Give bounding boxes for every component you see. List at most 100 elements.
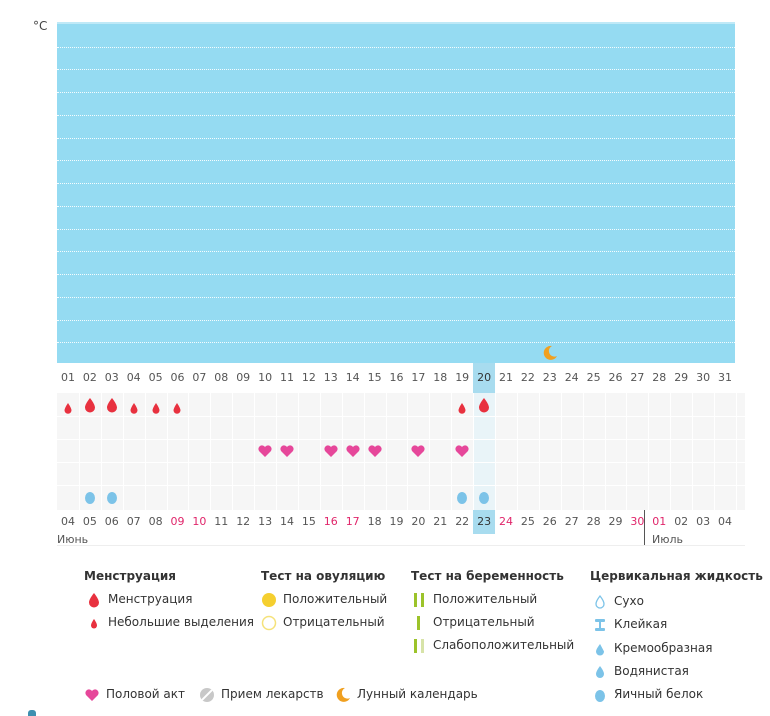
calendar-date-label[interactable]: 10 [192,515,207,528]
light-bleeding-drop-icon[interactable] [62,399,74,418]
grid-column-line [495,393,496,510]
calendar-date-label[interactable]: 09 [170,515,185,528]
cycle-day-label[interactable]: 19 [455,371,470,384]
grid-column-line [210,393,212,510]
cycle-day-label[interactable]: 24 [564,371,579,384]
footer-edge [28,710,36,716]
light-bleeding-drop-icon[interactable] [128,399,140,418]
light-bleeding-drop-icon[interactable] [456,399,468,418]
calendar-date-label[interactable]: 05 [82,515,97,528]
month-divider [644,510,645,546]
cycle-day-label[interactable]: 14 [345,371,360,384]
calendar-date-label[interactable]: 15 [301,515,316,528]
grid-column-line [297,393,299,510]
cycle-day-label[interactable]: 28 [652,371,667,384]
intercourse-heart-icon[interactable] [345,443,361,463]
calendar-date-label[interactable]: 21 [433,515,448,528]
menstruation-drop-icon[interactable] [104,397,120,417]
cycle-day-label[interactable]: 01 [61,371,75,384]
light-bleeding-drop-icon[interactable] [150,399,162,418]
intercourse-heart-icon[interactable] [454,443,470,463]
cycle-day-label[interactable]: 20 [473,363,496,393]
cycle-day-label[interactable]: 26 [608,371,623,384]
calendar-date-label[interactable]: 14 [280,515,294,528]
month-label-start: Июнь [57,533,89,546]
cycle-day-label[interactable]: 13 [323,371,338,384]
cycle-day-label[interactable]: 04 [126,371,141,384]
cycle-day-label[interactable]: 18 [433,371,448,384]
grid-row-line [57,439,745,440]
cycle-day-label[interactable]: 27 [630,371,645,384]
cycle-day-label[interactable]: 23 [542,371,557,384]
menstruation-drop-icon[interactable] [476,397,492,417]
intercourse-heart-icon[interactable] [323,443,339,463]
cervical-egg-white-icon[interactable] [82,489,98,509]
cycle-day-label[interactable]: 11 [280,371,294,384]
calendar-date-label[interactable]: 07 [126,515,141,528]
intercourse-heart-icon[interactable] [257,443,273,463]
cervical-egg-white-icon[interactable] [454,489,470,509]
calendar-date-label[interactable]: 30 [630,515,645,528]
calendar-date-label[interactable]: 26 [542,515,557,528]
grid-column-line [429,393,431,510]
calendar-date-label[interactable]: 23 [473,510,496,534]
intercourse-heart-icon[interactable] [410,443,426,463]
calendar-date-label[interactable]: 16 [323,515,338,528]
cycle-day-label[interactable]: 10 [258,371,273,384]
grid-column-line [407,393,409,510]
calendar-date-label[interactable]: 04 [61,515,75,528]
calendar-date-label[interactable]: 27 [564,515,579,528]
cycle-day-label[interactable]: 29 [674,371,689,384]
month-label-next: Июль [652,533,684,546]
axis-bottom-divider [57,545,745,546]
calendar-date-label[interactable]: 18 [367,515,382,528]
cycle-day-label[interactable]: 07 [192,371,207,384]
cycle-day-label[interactable]: 22 [520,371,535,384]
yellow-circle-icon [261,592,277,608]
calendar-date-label[interactable]: 06 [104,515,119,528]
cycle-day-label[interactable]: 21 [499,371,513,384]
menstruation-drop-icon[interactable] [82,397,98,417]
cycle-day-label[interactable]: 25 [586,371,601,384]
calendar-date-label[interactable]: 04 [718,515,732,528]
cycle-day-label[interactable]: 05 [148,371,163,384]
cycle-day-label[interactable]: 12 [301,371,316,384]
cycle-day-label[interactable]: 06 [170,371,185,384]
cycle-day-label[interactable]: 09 [236,371,251,384]
calendar-date-label[interactable]: 01 [652,515,667,528]
moon-icon[interactable] [542,345,558,361]
cycle-day-label[interactable]: 03 [104,371,119,384]
cycle-day-label[interactable]: 31 [718,371,732,384]
calendar-date-label[interactable]: 12 [236,515,251,528]
calendar-date-label[interactable]: 22 [455,515,470,528]
symptom-grid[interactable] [57,393,745,510]
calendar-date-label[interactable]: 20 [411,515,426,528]
calendar-date-label[interactable]: 11 [214,515,229,528]
cycle-day-label[interactable]: 17 [411,371,426,384]
calendar-date-label[interactable]: 13 [258,515,273,528]
calendar-date-label[interactable]: 02 [674,515,689,528]
calendar-date-label[interactable]: 08 [148,515,163,528]
chart-gridline [57,183,735,185]
cycle-day-label[interactable]: 08 [214,371,229,384]
cycle-day-label[interactable]: 30 [696,371,711,384]
intercourse-heart-icon[interactable] [367,443,383,463]
cycle-day-label[interactable]: 16 [389,371,404,384]
calendar-date-label[interactable]: 29 [608,515,623,528]
cycle-day-label[interactable]: 02 [82,371,97,384]
legend-item-pregnancy-negative: Отрицательный [411,614,535,630]
cervical-egg-white-icon[interactable] [476,489,492,509]
calendar-date-label[interactable]: 17 [345,515,360,528]
chart-gridline [57,296,735,298]
intercourse-heart-icon[interactable] [279,443,295,463]
cervical-egg-white-icon[interactable] [104,489,120,509]
calendar-date-label[interactable]: 28 [586,515,601,528]
calendar-date-label[interactable]: 19 [389,515,404,528]
calendar-date-label[interactable]: 03 [696,515,711,528]
grid-column-line [604,393,606,510]
calendar-date-label[interactable]: 24 [499,515,513,528]
cycle-day-label[interactable]: 15 [367,371,382,384]
temperature-chart[interactable] [57,22,735,363]
light-bleeding-drop-icon[interactable] [171,399,183,418]
calendar-date-label[interactable]: 25 [520,515,535,528]
